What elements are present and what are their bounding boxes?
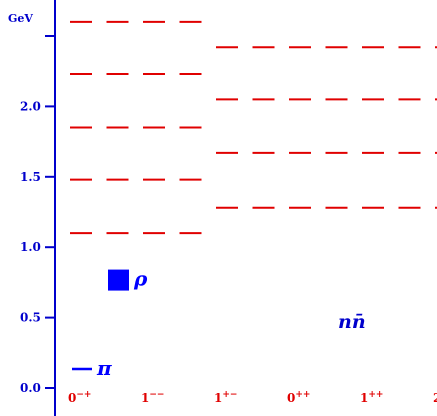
- y-tick-label: 1.0: [20, 240, 41, 254]
- jpc-label-j: 1: [360, 391, 368, 405]
- y-tick-label: 1.5: [20, 170, 41, 184]
- y-tick-label: 0.0: [20, 381, 41, 395]
- y-tick-label: 2.0: [20, 99, 41, 113]
- y-unit-label: GeV: [8, 12, 33, 25]
- jpc-label: 0−+: [68, 390, 91, 405]
- pi-label: π: [96, 356, 112, 380]
- jpc-label: 0++: [287, 390, 310, 405]
- jpc-label-pc: −−: [149, 390, 164, 400]
- jpc-labels-group: 0−+1−−1+−0++1++2++2−+2−−3−−3+−: [68, 390, 437, 405]
- jpc-label-pc: +−: [222, 390, 237, 400]
- jpc-label-j: 0: [287, 391, 295, 405]
- markers-group: πρ: [72, 267, 148, 380]
- jpc-label-j: 2: [433, 391, 437, 405]
- jpc-label-j: 0: [68, 391, 76, 405]
- jpc-label-pc: ++: [295, 390, 310, 400]
- y-tick-label: 0.5: [20, 311, 41, 325]
- rho-label: ρ: [133, 267, 148, 291]
- jpc-label-j: 1: [214, 391, 222, 405]
- jpc-label: 1−−: [141, 390, 164, 405]
- rho-marker: [108, 269, 129, 291]
- nnbar-annotation: nn̄: [338, 311, 366, 333]
- jpc-label: 2++: [433, 390, 437, 405]
- y-axis-group: 0.0 0.5 1.0 1.5 2.0 GeV: [8, 0, 56, 416]
- jpc-label-pc: ++: [368, 390, 383, 400]
- jpc-label: 1++: [360, 390, 383, 405]
- jpc-label: 1+−: [214, 390, 237, 405]
- levels-group: [70, 20, 437, 235]
- jpc-label-pc: −+: [76, 390, 91, 400]
- jpc-label-j: 1: [141, 391, 149, 405]
